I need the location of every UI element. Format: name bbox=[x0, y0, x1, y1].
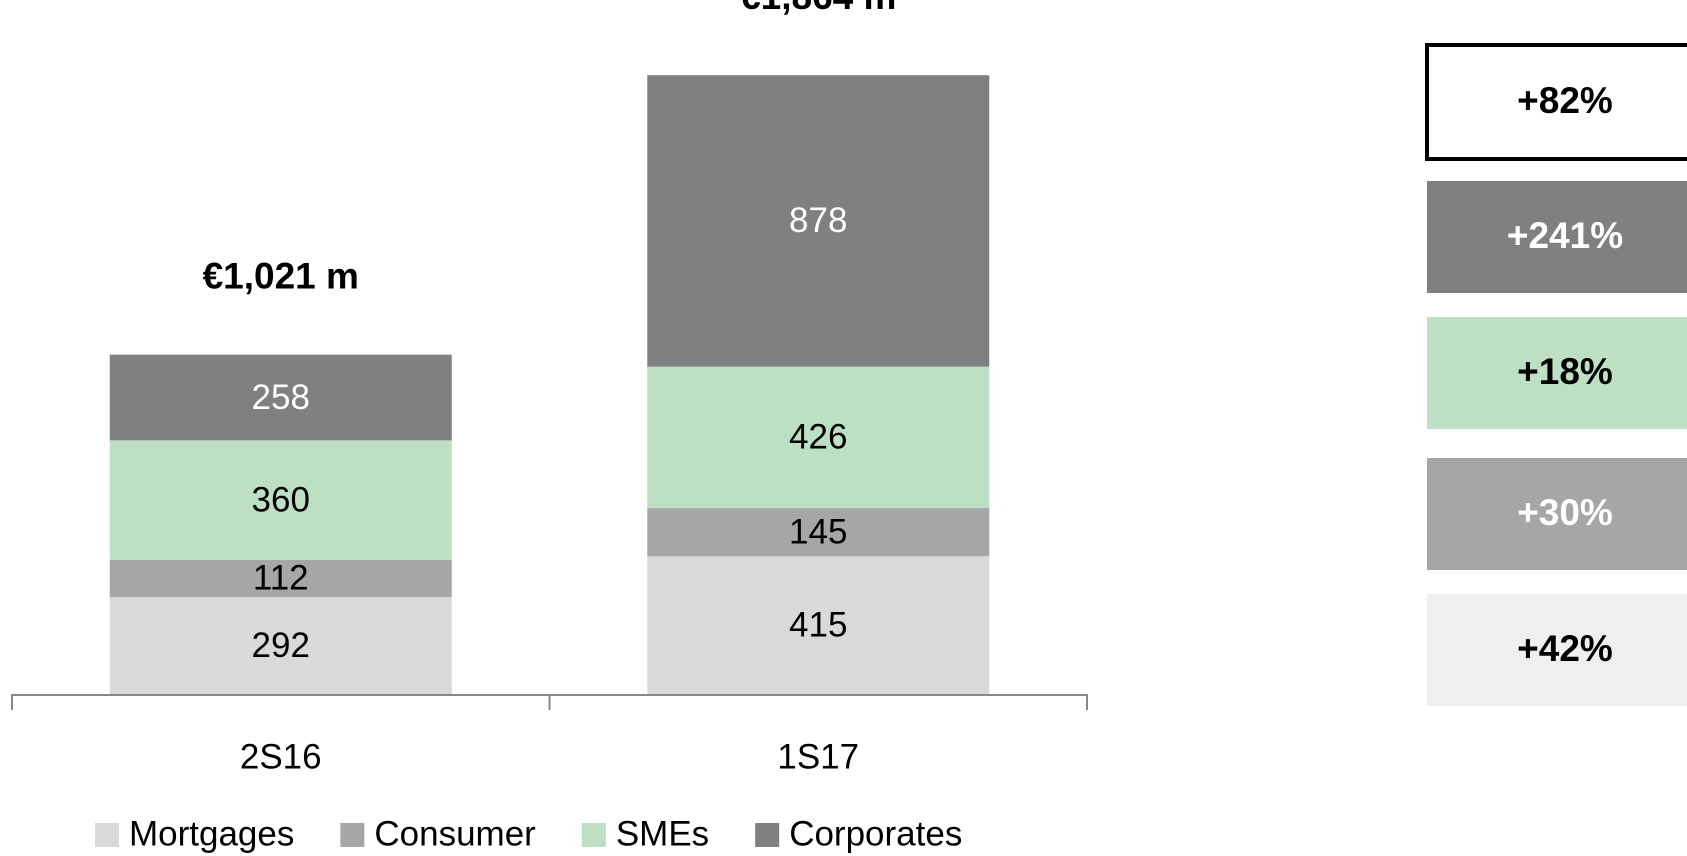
growth-box bbox=[1425, 43, 1687, 161]
bar-segment bbox=[109, 354, 452, 441]
legend-label: Consumer bbox=[374, 814, 536, 853]
bar-segment bbox=[109, 559, 452, 598]
growth-label: +30% bbox=[1517, 492, 1613, 533]
growth-box bbox=[1427, 317, 1687, 429]
bar-segment bbox=[647, 75, 990, 367]
value-label: 145 bbox=[789, 512, 847, 551]
bar-segment bbox=[109, 597, 452, 694]
value-label: 878 bbox=[789, 201, 847, 240]
bar-segment bbox=[647, 366, 990, 509]
value-label: 292 bbox=[252, 626, 310, 665]
value-label: 415 bbox=[789, 605, 847, 644]
legend-label: Corporates bbox=[789, 814, 962, 853]
growth-label: +241% bbox=[1507, 215, 1623, 256]
x-tick-label: 2S16 bbox=[240, 737, 322, 776]
growth-box bbox=[1427, 181, 1687, 293]
bar-segment bbox=[109, 440, 452, 560]
value-label: 426 bbox=[789, 418, 847, 457]
x-tick-label: 1S17 bbox=[777, 737, 859, 776]
legend-swatch bbox=[340, 823, 365, 847]
total-label: €1,021 m bbox=[203, 255, 359, 296]
bar-segment bbox=[647, 508, 990, 557]
value-label: 112 bbox=[253, 559, 309, 598]
legend-label: SMEs bbox=[616, 814, 709, 853]
growth-label: +18% bbox=[1517, 351, 1613, 392]
value-label: 258 bbox=[252, 378, 310, 417]
total-label: €1,864 m bbox=[740, 0, 896, 17]
legend-label: Mortgages bbox=[129, 814, 294, 853]
legend-swatch bbox=[581, 823, 606, 847]
legend-swatch bbox=[95, 823, 119, 847]
bar-segment bbox=[647, 556, 990, 694]
growth-label: +82% bbox=[1517, 80, 1613, 121]
growth-label: +42% bbox=[1517, 628, 1613, 669]
legend-swatch bbox=[755, 823, 780, 847]
value-label: 360 bbox=[252, 480, 310, 519]
growth-box bbox=[1427, 594, 1687, 706]
growth-box bbox=[1427, 458, 1687, 570]
